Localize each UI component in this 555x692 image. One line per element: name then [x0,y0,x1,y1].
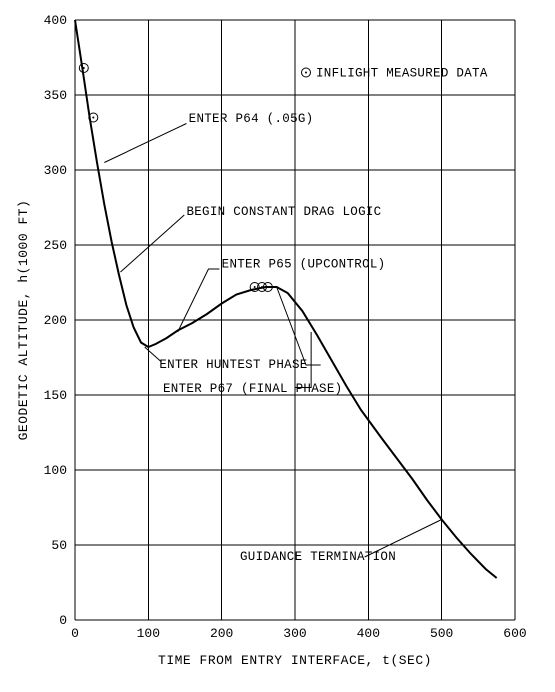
annotation: ENTER HUNTEST PHASE [145,347,308,372]
y-tick-label: 200 [44,313,67,328]
annotation-label: BEGIN CONSTANT DRAG LOGIC [186,205,381,219]
legend-label: INFLIGHT MEASURED DATA [316,67,488,81]
y-tick-label: 300 [44,163,67,178]
y-tick-label: 400 [44,13,67,28]
annotation: ENTER P65 (UPCONTROL) [178,258,386,333]
annotation-label: ENTER P64 (.05G) [189,112,314,126]
x-axis-label: TIME FROM ENTRY INTERFACE, t(SEC) [158,653,432,668]
y-tick-label: 150 [44,388,67,403]
trajectory-line [75,20,497,578]
y-tick-label: 50 [51,538,67,553]
annotation: ENTER P64 (.05G) [104,112,313,163]
annotation-label: GUIDANCE TERMINATION [240,550,396,564]
y-tick-label: 0 [59,613,67,628]
entry-altitude-chart: 0 100 200 300 400 500 600 0 50 100 150 200 250 300 350… [0,0,555,692]
annotation-label: ENTER P67 (FINAL PHASE) [163,382,342,396]
annotation-leader [277,287,321,365]
annotation-label: ENTER HUNTEST PHASE [159,358,307,372]
x-tick-label: 400 [357,626,380,641]
y-tick-label: 250 [44,238,67,253]
x-tick-label: 500 [430,626,453,641]
x-tick-label: 0 [71,626,79,641]
x-tick-label: 200 [210,626,233,641]
y-tick-label: 350 [44,88,67,103]
annotation-label: ENTER P65 (UPCONTROL) [222,258,386,272]
annotation: GUIDANCE TERMINATION [240,520,442,565]
legend: INFLIGHT MEASURED DATA [302,67,488,81]
x-tick-label: 300 [283,626,306,641]
y-axis-label: GEODETIC ALTITUDE, h(1000 FT) [16,200,31,441]
x-tick-label: 100 [137,626,160,641]
x-tick-label: 600 [503,626,526,641]
y-tick-label: 100 [44,463,67,478]
